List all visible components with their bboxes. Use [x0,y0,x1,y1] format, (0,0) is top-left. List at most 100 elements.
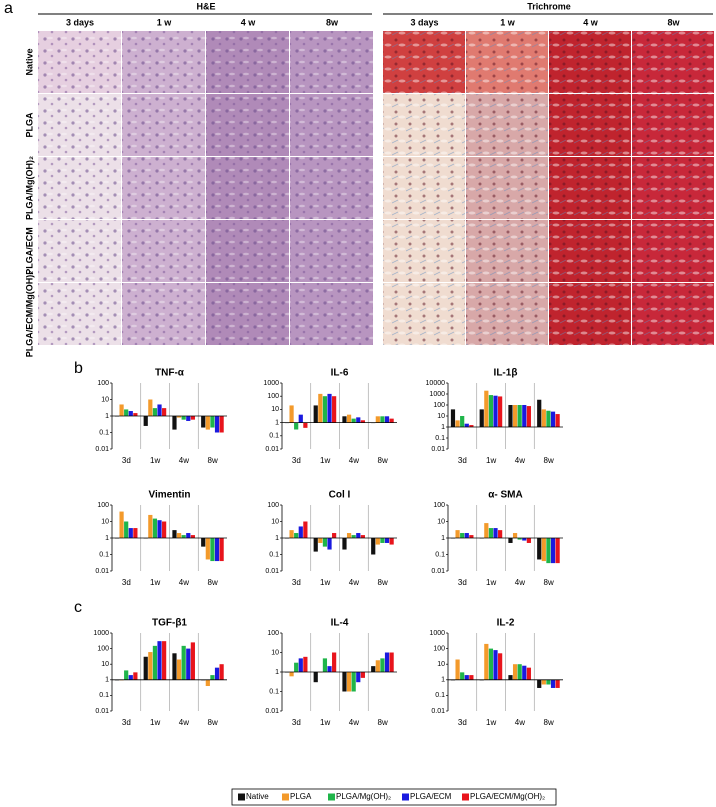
bar [488,528,494,538]
x-tick-label: 1w [150,578,160,587]
bar [450,409,456,427]
bar [210,416,215,428]
section-title: Trichrome [527,1,571,11]
y-tick-label: 0.1 [269,688,279,695]
bar [313,538,318,552]
bar [517,405,522,427]
bar [289,405,294,423]
x-tick-label: 4w [515,456,525,465]
histology-texture [38,220,121,282]
bar [484,390,489,427]
y-tick-label: 0.1 [269,433,279,440]
y-tick-label: 0.1 [99,692,109,699]
y-tick-label: 0.01 [95,568,109,575]
x-tick-label: 3d [292,718,301,727]
bar [172,653,177,680]
bar [313,672,318,683]
y-tick-label: 0.01 [265,568,279,575]
y-tick-label: 10 [101,661,109,668]
bar [508,405,513,427]
bar [128,411,133,416]
histology-texture [38,94,121,156]
bar [148,652,153,680]
histology-texture [290,94,373,156]
x-tick-label: 4w [349,718,359,727]
y-tick-label: 1000 [263,380,279,387]
bar [322,658,328,672]
bar [214,667,220,680]
histology-texture [383,157,465,219]
bar [550,679,556,688]
legend-label: PLGA/ECM/Mg(OH)₂ [470,792,545,801]
bar [498,396,503,427]
histology-texture [549,220,631,282]
bar [508,675,513,680]
bar [152,518,158,538]
bar [133,528,138,538]
bar [389,652,394,672]
x-tick-label: 1w [320,578,330,587]
y-tick-label: 100 [267,630,279,637]
bar [351,535,356,538]
bar [152,645,158,680]
bar [205,679,210,687]
bar [460,416,465,427]
y-tick-label: 100 [97,645,109,652]
bar [162,521,167,538]
column-header: 1 w [500,17,516,27]
chart-title: Vimentin [148,490,190,501]
chart-title: TGF-β1 [152,618,187,629]
y-tick-label: 1 [105,677,109,684]
bar [205,416,210,430]
bar [313,405,318,423]
legend-label: PLGA/ECM [410,792,452,801]
chart-title: IL-1β [494,368,518,379]
histology-texture [632,283,714,345]
row-label: PLGA/ECM/Mg(OH)₂ [24,271,34,358]
bar [332,533,337,538]
y-tick-label: 0.01 [265,446,279,453]
bar [342,416,347,423]
bar [294,422,299,430]
bar [493,528,498,538]
panel-label: a [4,0,13,17]
bar [133,413,138,416]
bar [210,538,215,562]
histology-texture [122,157,205,219]
y-tick-label: 0.1 [435,692,445,699]
bar [455,659,460,680]
y-tick-label: 10 [101,396,109,403]
bar [289,672,294,677]
bar [555,679,560,688]
y-tick-label: 0.01 [431,446,445,453]
row-label: PLGA [24,112,34,138]
histology-texture [632,94,714,156]
bar [493,395,498,427]
bar [181,645,186,680]
bar [371,538,376,555]
y-tick-label: 100 [97,502,109,509]
bar [214,538,220,562]
bar [294,533,299,538]
chart-title: IL-6 [331,368,349,379]
y-tick-label: 1 [105,535,109,542]
bar [346,414,352,423]
histology-texture [38,157,121,219]
x-tick-label: 3d [122,718,131,727]
x-tick-label: 8w [378,718,388,727]
bar [512,405,518,427]
histology-texture [38,31,121,93]
legend-box [231,788,557,806]
bar [318,393,323,423]
column-header: 4 w [241,17,257,27]
y-tick-label: 100 [433,402,445,409]
bar [162,641,167,680]
histology-texture [122,220,205,282]
histology-texture [206,220,289,282]
bar [493,650,498,680]
bar [205,538,210,560]
y-tick-label: 100 [433,502,445,509]
bar [464,423,469,427]
x-tick-label: 3d [122,456,131,465]
x-tick-label: 1w [150,456,160,465]
